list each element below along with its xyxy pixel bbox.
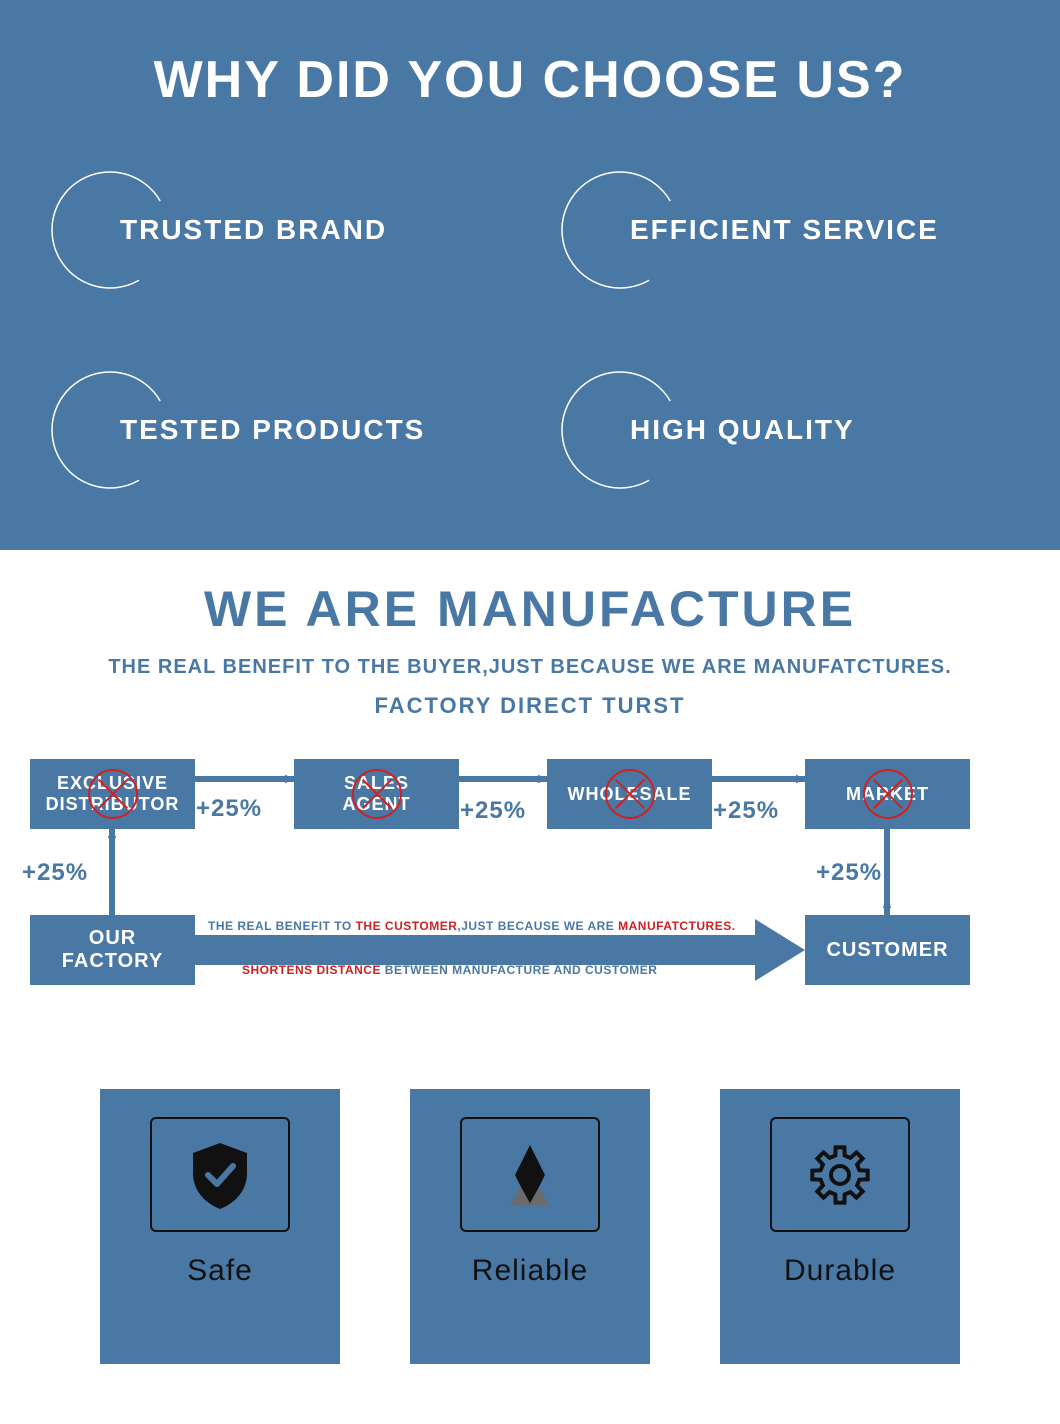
feature-card: Durable: [720, 1089, 960, 1364]
card-icon-box: [150, 1117, 290, 1232]
flow-node-label: OUR FACTORY: [62, 927, 163, 973]
manufacture-section: WE ARE MANUFACTURE THE REAL BENEFIT TO T…: [0, 550, 1060, 1424]
flow-node-sales: SALES AGENT: [294, 759, 459, 829]
flow-node-market: MARKET: [805, 759, 970, 829]
flow-node-exclusive: EXCLUSIVE DISTRIBUTOR: [30, 759, 195, 829]
hero-item: HIGH QUALITY: [560, 370, 1010, 490]
manufacture-subtitle2: FACTORY DIRECT TURST: [30, 693, 1030, 719]
flow-node-label: WHOLESALE: [568, 784, 692, 805]
diamond-tri-icon: [485, 1135, 575, 1215]
hero-title: WHY DID YOU CHOOSE US?: [40, 50, 1020, 110]
card-icon-box: [460, 1117, 600, 1232]
percent-label: +25%: [816, 859, 882, 887]
manufacture-title: WE ARE MANUFACTURE: [30, 580, 1030, 638]
card-icon-box: [770, 1117, 910, 1232]
hero-section: WHY DID YOU CHOOSE US? TRUSTED BRAND EFFI…: [0, 0, 1060, 550]
flow-node-label: SALES AGENT: [343, 773, 411, 814]
hero-item: TESTED PRODUCTS: [50, 370, 500, 490]
percent-label: +25%: [196, 795, 262, 823]
card-label: Durable: [784, 1254, 896, 1288]
shield-check-icon: [175, 1135, 265, 1215]
hero-item-label: TESTED PRODUCTS: [120, 414, 425, 446]
percent-label: +25%: [713, 797, 779, 825]
flow-node-label: MARKET: [846, 784, 929, 805]
hero-grid: TRUSTED BRAND EFFICIENT SERVICE TESTED PRO…: [40, 170, 1020, 490]
manufacture-subtitle: THE REAL BENEFIT TO THE BUYER,JUST BECAU…: [30, 656, 1030, 679]
feature-card: Reliable: [410, 1089, 650, 1364]
cards-row: Safe Reliable Durable: [30, 1089, 1030, 1364]
flow-diagram: EXCLUSIVE DISTRIBUTOR SALES AGENT WHOLESAL…: [30, 759, 1030, 1019]
hero-item: TRUSTED BRAND: [50, 170, 500, 290]
gear-icon: [795, 1135, 885, 1215]
flow-node-label: EXCLUSIVE DISTRIBUTOR: [46, 773, 180, 814]
percent-label: +25%: [460, 797, 526, 825]
hero-item-label: TRUSTED BRAND: [120, 214, 387, 246]
flow-node-wholesale: WHOLESALE: [547, 759, 712, 829]
flow-node-label: CUSTOMER: [826, 939, 948, 962]
card-label: Safe: [187, 1254, 253, 1288]
arrow-caption: THE REAL BENEFIT TO THE CUSTOMER,JUST BE…: [208, 919, 736, 933]
percent-label: +25%: [22, 859, 88, 887]
hero-item-label: HIGH QUALITY: [630, 414, 855, 446]
card-label: Reliable: [472, 1254, 588, 1288]
hero-item-label: EFFICIENT SERVICE: [630, 214, 939, 246]
flow-node-customer: CUSTOMER: [805, 915, 970, 985]
arrow-caption: SHORTENS DISTANCE BETWEEN MANUFACTURE AN…: [242, 963, 657, 977]
hero-item: EFFICIENT SERVICE: [560, 170, 1010, 290]
flow-node-factory: OUR FACTORY: [30, 915, 195, 985]
feature-card: Safe: [100, 1089, 340, 1364]
